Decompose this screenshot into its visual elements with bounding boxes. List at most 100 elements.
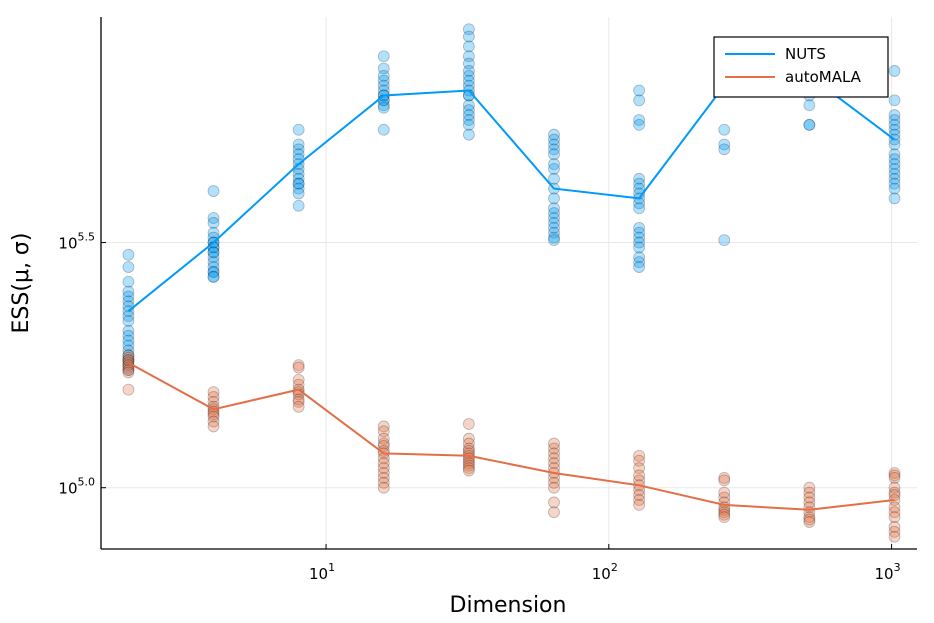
scatter-point-nuts — [888, 153, 901, 166]
scatter-point-nuts — [122, 339, 135, 352]
scatter-point-automala — [548, 506, 560, 519]
scatter-point-automala — [462, 462, 475, 474]
scatter-point-nuts — [122, 324, 135, 337]
scatter-point-automala — [548, 437, 560, 450]
scatter-point-nuts — [207, 246, 220, 259]
scatter-point-nuts — [633, 251, 646, 264]
scatter-point-nuts — [633, 182, 646, 195]
scatter-point-nuts — [462, 50, 475, 63]
scatter-point-nuts — [888, 172, 901, 185]
scatter-point-automala — [377, 420, 390, 433]
scatter-point-automala — [462, 464, 475, 477]
scatter-point-nuts — [122, 354, 135, 367]
scatter-point-nuts — [462, 69, 475, 82]
scatter-point-automala — [633, 449, 646, 462]
x-axis-title: Dimension — [450, 593, 567, 618]
scatter-point-nuts — [122, 354, 135, 367]
scatter-point-nuts — [292, 168, 305, 180]
scatter-point-nuts — [207, 266, 220, 278]
scatter-point-nuts — [633, 236, 646, 249]
scatter-point-nuts — [888, 109, 901, 121]
scatter-point-nuts — [633, 114, 646, 126]
y-tick-label: 105.0 — [58, 476, 95, 498]
scatter-point-nuts — [377, 50, 390, 63]
scatter-point-nuts — [122, 295, 135, 308]
scatter-point-nuts — [292, 172, 305, 185]
scatter-point-automala — [718, 472, 731, 484]
scatter-point-nuts — [377, 99, 390, 112]
scatter-point-nuts — [888, 118, 901, 131]
scatter-point-automala — [633, 489, 646, 501]
scatter-point-automala — [803, 511, 816, 524]
scatter-point-nuts — [122, 261, 135, 273]
y-tick-label: 105.5 — [58, 231, 95, 253]
scatter-point-nuts — [122, 285, 135, 298]
scatter-point-automala — [633, 462, 646, 474]
scatter-point-nuts — [803, 118, 816, 131]
scatter-point-nuts — [888, 123, 901, 136]
scatter-point-automala — [548, 457, 560, 470]
scatter-point-nuts — [462, 23, 475, 36]
scatter-point-automala — [122, 356, 135, 369]
series-line-automala — [127, 361, 895, 511]
scatter-point-nuts — [377, 123, 390, 136]
scatter-point-nuts — [377, 74, 390, 87]
axes — [100, 17, 917, 550]
scatter-point-automala — [803, 486, 816, 499]
scatter-point-nuts — [122, 349, 135, 362]
scatter-point-automala — [888, 525, 901, 538]
scatter-point-nuts — [633, 84, 646, 97]
scatter-point-automala — [888, 521, 901, 533]
scatter-point-nuts — [207, 266, 220, 278]
scatter-point-automala — [377, 472, 390, 484]
scatter-point-nuts — [888, 163, 901, 175]
scatter-point-automala — [377, 476, 390, 489]
scatter-point-automala — [548, 452, 560, 465]
scatter-point-automala — [548, 481, 560, 494]
scatter-point-nuts — [122, 344, 135, 357]
scatter-point-automala — [207, 420, 220, 433]
scatter-point-automala — [292, 373, 305, 386]
scatter-point-nuts — [122, 315, 135, 327]
scatter-point-nuts — [292, 182, 305, 195]
scatter-point-automala — [718, 506, 731, 519]
scatter-point-automala — [377, 462, 390, 474]
scatter-point-nuts — [292, 123, 305, 136]
scatter-point-automala — [207, 391, 220, 403]
scatter-point-nuts — [292, 143, 305, 156]
scatter-point-nuts — [633, 94, 646, 107]
scatter-point-automala — [888, 501, 901, 514]
scatter-point-automala — [718, 491, 731, 504]
scatter-point-automala — [548, 447, 560, 460]
scatter-point-nuts — [292, 148, 305, 161]
scatter-point-nuts — [548, 202, 560, 215]
scatter-point-automala — [292, 400, 305, 413]
scatter-point-automala — [888, 467, 901, 479]
scatter-point-nuts — [207, 270, 220, 283]
scatter-point-automala — [888, 530, 901, 543]
scatter-point-automala — [888, 472, 901, 484]
scatter-point-nuts — [633, 261, 646, 273]
scatter-point-nuts — [548, 221, 560, 234]
scatter-point-nuts — [207, 251, 220, 264]
scatter-point-automala — [377, 437, 390, 450]
legend-box — [713, 36, 889, 98]
scatter-point-nuts — [633, 118, 646, 131]
scatter-point-nuts — [292, 138, 305, 151]
scatter-point-nuts — [462, 118, 475, 131]
scatter-point-nuts — [207, 226, 220, 239]
scatter-point-nuts — [122, 275, 135, 288]
scatter-point-automala — [718, 511, 731, 524]
scatter-point-nuts — [377, 79, 390, 92]
scatter-point-nuts — [803, 99, 816, 112]
legend-label-automala: autoMALA — [785, 68, 862, 86]
scatter-point-nuts — [462, 114, 475, 126]
scatter-point-nuts — [633, 221, 646, 234]
scatter-point-automala — [633, 494, 646, 506]
scatter-point-nuts — [377, 69, 390, 82]
scatter-point-automala — [462, 437, 475, 450]
scatter-point-nuts — [462, 30, 475, 43]
scatter-point-nuts — [548, 172, 560, 185]
scatter-point-nuts — [803, 118, 816, 131]
scatter-point-nuts — [888, 94, 901, 107]
